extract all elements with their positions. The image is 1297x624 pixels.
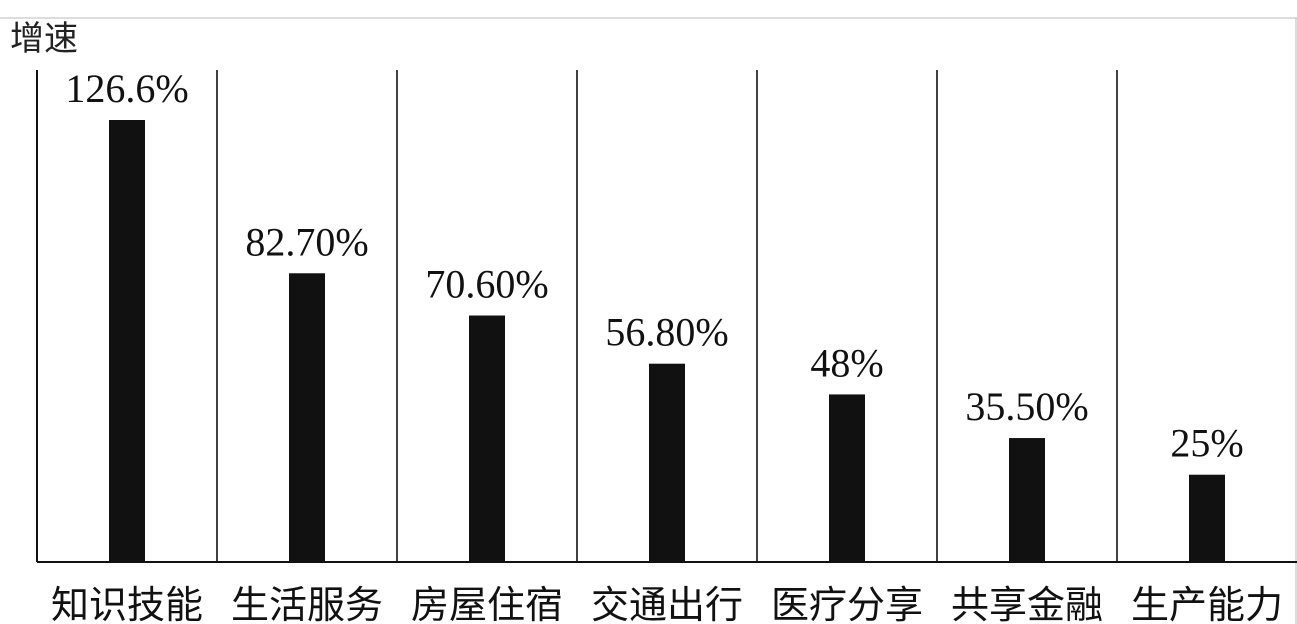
category-label: 交通出行 xyxy=(591,583,743,624)
data-label: 25% xyxy=(1170,421,1243,466)
value-labels-layer: 126.6% 82.70% 70.60% 56.80% 48% 35.50% 25% xyxy=(65,66,1243,466)
category-label: 房屋住宿 xyxy=(411,583,563,624)
bar xyxy=(1009,438,1045,562)
category-labels-layer: 知识技能 生活服务 房屋住宿 交通出行 医疗分享 共享金融 生产能力 xyxy=(51,583,1283,624)
category-label: 知识技能 xyxy=(51,583,203,624)
data-label: 35.50% xyxy=(965,384,1088,429)
bar xyxy=(1189,474,1225,562)
category-label: 生活服务 xyxy=(231,583,383,624)
bar xyxy=(829,394,865,562)
bar xyxy=(649,363,685,562)
data-label: 56.80% xyxy=(605,310,728,355)
data-label: 126.6% xyxy=(65,66,188,111)
category-label: 医疗分享 xyxy=(771,583,923,624)
y-axis-label: 增速 xyxy=(10,19,78,59)
grid-layer xyxy=(0,17,1297,624)
data-label: 82.70% xyxy=(245,219,368,264)
bar xyxy=(469,315,505,562)
bars-layer xyxy=(109,120,1225,562)
bar xyxy=(109,120,145,562)
data-label: 48% xyxy=(810,340,883,385)
category-label: 生产能力 xyxy=(1131,583,1283,624)
bar xyxy=(289,273,325,562)
category-label: 共享金融 xyxy=(951,583,1103,624)
data-label: 70.60% xyxy=(425,262,548,307)
